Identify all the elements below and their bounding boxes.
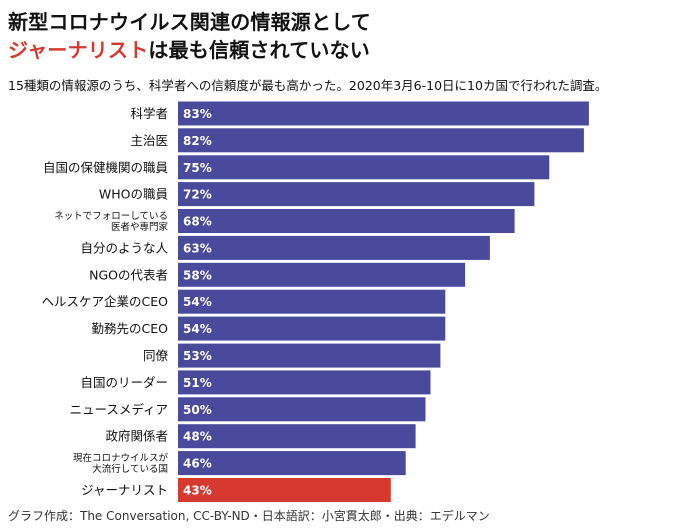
category-label: 自分のような人	[80, 240, 168, 255]
category-label: 政府関係者	[105, 429, 168, 444]
category-label: 現在コロナウイルスが大流行している国	[73, 452, 169, 475]
bar-value-label: 58%	[183, 268, 212, 282]
bar-15	[178, 478, 391, 502]
bar-value-label: 75%	[183, 161, 212, 175]
category-label: ネットでフォローしている医者や専門家	[54, 211, 168, 233]
chart-title-line2: ジャーナリストは最も信頼されていない	[8, 34, 370, 63]
bar-value-label: 54%	[183, 322, 212, 336]
bar-value-label: 72%	[183, 188, 212, 202]
bar-value-label: 53%	[183, 349, 212, 363]
category-label: ニュースメディア	[69, 402, 168, 417]
bar-3	[178, 155, 550, 180]
title-rest: は最も信頼されていない	[148, 38, 371, 62]
chart-footer-credit: グラフ作成：The Conversation, CC-BY-ND・日本語訳：小宮…	[8, 509, 490, 523]
category-label: ジャーナリスト	[81, 483, 168, 498]
bar-2	[178, 128, 584, 153]
bar-value-label: 48%	[183, 430, 212, 444]
category-label: WHOの職員	[99, 187, 169, 202]
category-label: 科学者	[130, 106, 168, 121]
bar-value-label: 54%	[183, 295, 212, 309]
bar-value-label: 43%	[183, 484, 212, 498]
category-label: 同僚	[143, 348, 169, 363]
bar-11	[178, 370, 431, 395]
bar-value-label: 83%	[183, 107, 212, 121]
bar-5	[178, 209, 515, 233]
bar-value-label: 68%	[183, 215, 212, 229]
category-label: ヘルスケア企業のCEO	[42, 294, 169, 309]
bar-value-label: 50%	[183, 403, 212, 417]
chart-title-line1: 新型コロナウイルス関連の情報源として	[8, 10, 371, 34]
bar-7	[178, 262, 466, 287]
bar-6	[178, 235, 490, 260]
title-highlight: ジャーナリスト	[8, 38, 149, 62]
category-label: 自国の保健機関の職員	[43, 160, 169, 175]
bar-14	[178, 451, 406, 476]
bar-value-label: 51%	[183, 376, 212, 390]
category-label: 自国のリーダー	[80, 375, 168, 390]
bar-value-label: 46%	[183, 457, 212, 471]
chart-subtitle: 15種類の情報源のうち、科学者への信頼度が最も高かった。2020年3月6-10日…	[8, 78, 608, 93]
category-label: 主治医	[130, 133, 168, 148]
category-label: 勤務先のCEO	[92, 321, 169, 336]
category-label: NGOの代表者	[89, 267, 168, 282]
bar-4	[178, 182, 535, 207]
bar-8	[178, 289, 446, 314]
bar-9	[178, 316, 446, 341]
bar-value-label: 82%	[183, 134, 212, 148]
bar-13	[178, 424, 416, 449]
bar-value-label: 63%	[183, 241, 212, 255]
bar-1	[178, 101, 589, 126]
bar-12	[178, 397, 426, 422]
bar-10	[178, 343, 441, 368]
